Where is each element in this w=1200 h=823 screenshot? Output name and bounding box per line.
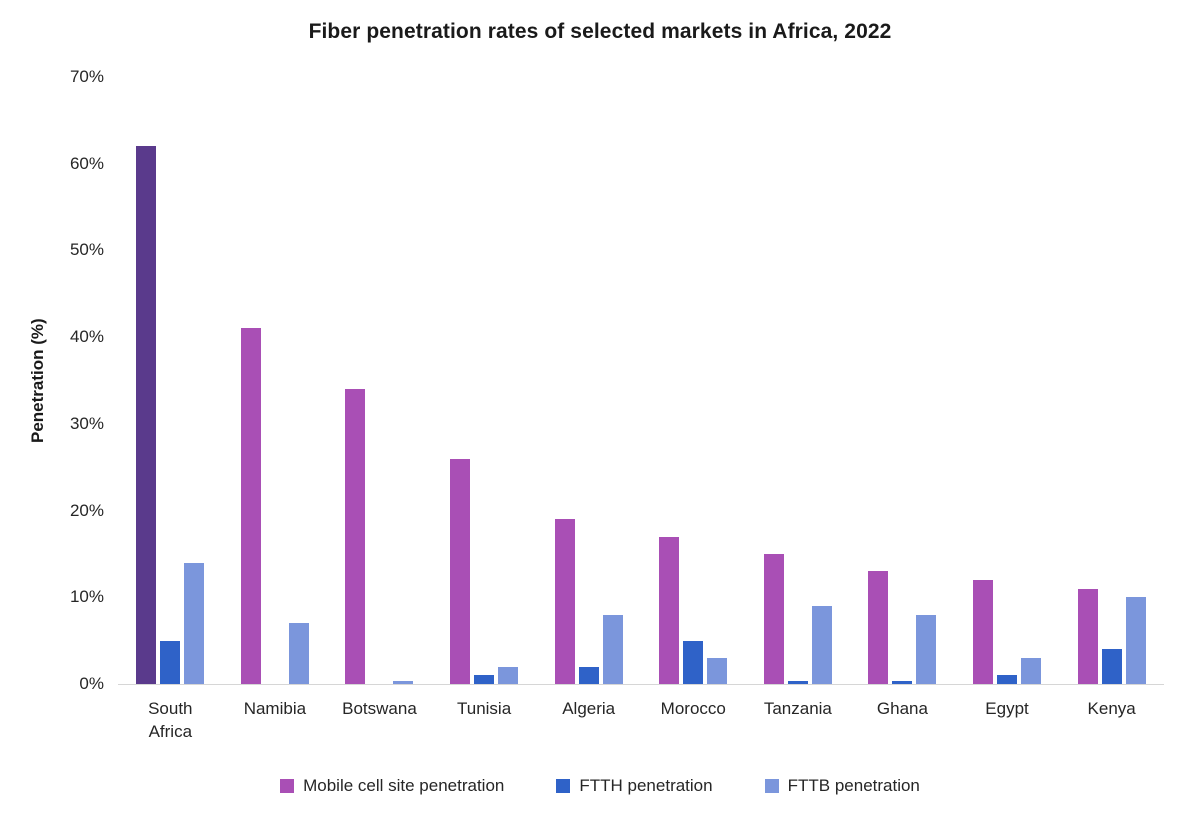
x-label-egypt: Egypt bbox=[985, 699, 1029, 718]
bar-ftth-penetration-ghana bbox=[892, 681, 913, 684]
bar-mobile-cell-site-penetration-tanzania bbox=[763, 553, 784, 684]
legend-swatch-icon bbox=[556, 779, 571, 793]
legend-swatch-icon bbox=[280, 779, 295, 793]
bar-mobile-cell-site-penetration-kenya bbox=[1077, 588, 1098, 684]
x-label-algeria: Algeria bbox=[562, 699, 616, 718]
plot-area bbox=[118, 77, 1164, 685]
bar-ftth-penetration-kenya bbox=[1101, 649, 1122, 684]
bar-fttb-penetration-tunisia bbox=[498, 666, 519, 684]
bar-mobile-cell-site-penetration-morocco bbox=[659, 536, 680, 684]
legend-label-mobile-cell-site-penetration: Mobile cell site penetration bbox=[303, 776, 505, 795]
bar-mobile-cell-site-penetration-tunisia bbox=[450, 458, 471, 684]
bar-mobile-cell-site-penetration-namibia bbox=[240, 328, 261, 684]
bar-group-kenya bbox=[1059, 77, 1164, 684]
bar-fttb-penetration-tanzania bbox=[811, 605, 832, 684]
x-axis-labels: South Africa Namibia Botswana Tunisia Algeri… bbox=[118, 698, 1164, 744]
x-label-ghana: Ghana bbox=[876, 699, 928, 718]
y-tick-10: 10% bbox=[69, 587, 104, 607]
y-tick-0: 0% bbox=[79, 674, 104, 693]
bar-group-tunisia bbox=[432, 77, 537, 684]
bar-fttb-penetration-namibia bbox=[288, 623, 309, 684]
bar-fttb-penetration-ghana bbox=[916, 614, 937, 684]
legend: Mobile cell site penetration FTTH penetra… bbox=[0, 776, 1200, 796]
bar-group-botswana bbox=[327, 77, 432, 684]
y-tick-50: 50% bbox=[69, 240, 104, 260]
x-label-tunisia: Tunisia bbox=[456, 699, 512, 718]
x-label-south-africa: South Africa bbox=[148, 699, 193, 741]
legend-item-ftth-penetration: FTTH penetration bbox=[556, 776, 713, 796]
legend-swatch-icon bbox=[764, 779, 779, 793]
bar-ftth-penetration-morocco bbox=[683, 640, 704, 684]
bar-fttb-penetration-botswana bbox=[393, 681, 414, 684]
bar-group-ghana bbox=[850, 77, 955, 684]
bar-mobile-cell-site-penetration-algeria bbox=[554, 519, 575, 684]
bar-mobile-cell-site-penetration-south-africa bbox=[136, 146, 157, 684]
x-label-botswana: Botswana bbox=[342, 699, 417, 718]
bar-group-egypt bbox=[955, 77, 1060, 684]
bar-mobile-cell-site-penetration-ghana bbox=[868, 571, 889, 684]
x-label-tanzania: Tanzania bbox=[763, 699, 832, 718]
legend-item-mobile-cell-site-penetration: Mobile cell site penetration bbox=[280, 776, 504, 796]
legend-label-ftth-penetration: FTTH penetration bbox=[579, 776, 713, 795]
legend-item-fttb-penetration: FTTB penetration bbox=[764, 776, 920, 796]
y-axis-ticks: 0% 10% 20% 30% 40% 50% 60% 70% bbox=[0, 67, 104, 693]
bar-group-south-africa bbox=[118, 77, 223, 684]
bar-ftth-penetration-tanzania bbox=[787, 681, 808, 684]
bar-mobile-cell-site-penetration-botswana bbox=[345, 389, 366, 684]
y-tick-70: 70% bbox=[69, 67, 104, 86]
bar-mobile-cell-site-penetration-egypt bbox=[973, 579, 994, 684]
y-tick-20: 20% bbox=[69, 500, 104, 520]
bar-ftth-penetration-algeria bbox=[578, 666, 599, 684]
bar-fttb-penetration-kenya bbox=[1125, 597, 1146, 684]
bar-group-namibia bbox=[223, 77, 328, 684]
bar-fttb-penetration-south-africa bbox=[184, 562, 205, 684]
bar-group-tanzania bbox=[746, 77, 851, 684]
y-tick-60: 60% bbox=[69, 153, 104, 173]
bar-ftth-penetration-south-africa bbox=[160, 640, 181, 684]
bar-group-algeria bbox=[536, 77, 641, 684]
x-label-namibia: Namibia bbox=[243, 699, 307, 718]
bar-ftth-penetration-tunisia bbox=[474, 675, 495, 684]
chart-title: Fiber penetration rates of selected mark… bbox=[308, 20, 892, 43]
legend-label-fttb-penetration: FTTB penetration bbox=[787, 776, 920, 795]
x-label-morocco: Morocco bbox=[660, 699, 726, 718]
x-label-kenya: Kenya bbox=[1087, 699, 1136, 718]
y-tick-40: 40% bbox=[69, 327, 104, 347]
bar-fttb-penetration-morocco bbox=[707, 658, 728, 684]
bar-ftth-penetration-egypt bbox=[997, 675, 1018, 684]
bar-fttb-penetration-egypt bbox=[1021, 658, 1042, 684]
bar-group-morocco bbox=[641, 77, 746, 684]
y-tick-30: 30% bbox=[69, 413, 104, 433]
bar-fttb-penetration-algeria bbox=[602, 614, 623, 684]
